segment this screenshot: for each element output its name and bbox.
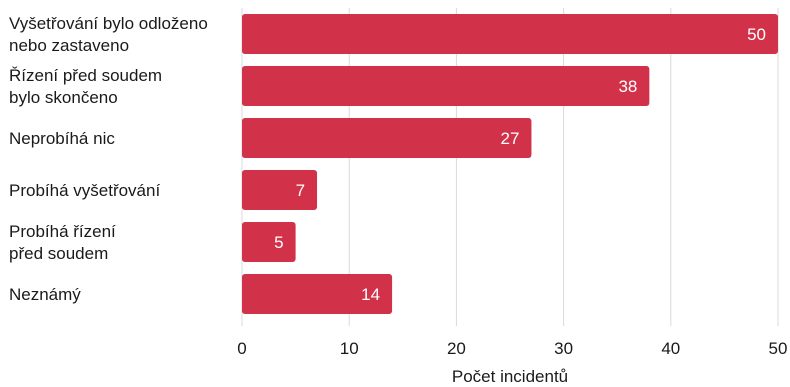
bar bbox=[242, 274, 393, 314]
category-label-line: Neprobíhá nic bbox=[9, 129, 115, 148]
category-label-line: Probíhá vyšetřování bbox=[9, 181, 160, 200]
bars: 50 38 27 7 5 14 bbox=[242, 14, 778, 314]
x-tick-label: 0 bbox=[237, 339, 246, 358]
category-labels: Vyšetřování bylo odloženo nebo zastaveno Ř… bbox=[9, 14, 208, 304]
category-label: Probíhá vyšetřování bbox=[9, 181, 160, 200]
x-tick-label: 10 bbox=[340, 339, 359, 358]
gridlines bbox=[241, 8, 779, 326]
x-tick-label: 30 bbox=[554, 339, 573, 358]
bar bbox=[242, 118, 532, 158]
category-label: Řízení před soudem bylo skončeno bbox=[9, 66, 162, 107]
bar-value-label: 38 bbox=[618, 77, 637, 96]
x-tick-label: 50 bbox=[769, 339, 788, 358]
x-tick-label: 20 bbox=[447, 339, 466, 358]
x-axis-ticks: 0 10 20 30 40 50 bbox=[237, 339, 787, 358]
category-label: Neznámý bbox=[9, 285, 81, 304]
category-label-line: bylo skončeno bbox=[9, 88, 118, 107]
bar-value-label: 14 bbox=[361, 285, 380, 304]
category-label: Probíhá řízení před soudem bbox=[9, 222, 116, 263]
bar bbox=[242, 14, 778, 54]
category-label: Vyšetřování bylo odloženo nebo zastaveno bbox=[9, 14, 208, 55]
x-axis-title: Počet incidentů bbox=[452, 367, 568, 386]
category-label-line: Probíhá řízení bbox=[9, 222, 116, 241]
bar-value-label: 5 bbox=[274, 233, 283, 252]
category-label: Neprobíhá nic bbox=[9, 129, 115, 148]
bar bbox=[242, 170, 318, 210]
category-label-line: Řízení před soudem bbox=[9, 66, 162, 85]
bar bbox=[242, 222, 296, 262]
bar bbox=[242, 66, 650, 106]
category-label-line: Vyšetřování bylo odloženo bbox=[9, 14, 208, 33]
category-label-line: nebo zastaveno bbox=[9, 36, 129, 55]
bar-value-label: 7 bbox=[296, 181, 305, 200]
x-tick-label: 40 bbox=[661, 339, 680, 358]
bar-value-label: 50 bbox=[747, 25, 766, 44]
category-label-line: před soudem bbox=[9, 244, 108, 263]
category-label-line: Neznámý bbox=[9, 285, 81, 304]
bar-value-label: 27 bbox=[501, 129, 520, 148]
